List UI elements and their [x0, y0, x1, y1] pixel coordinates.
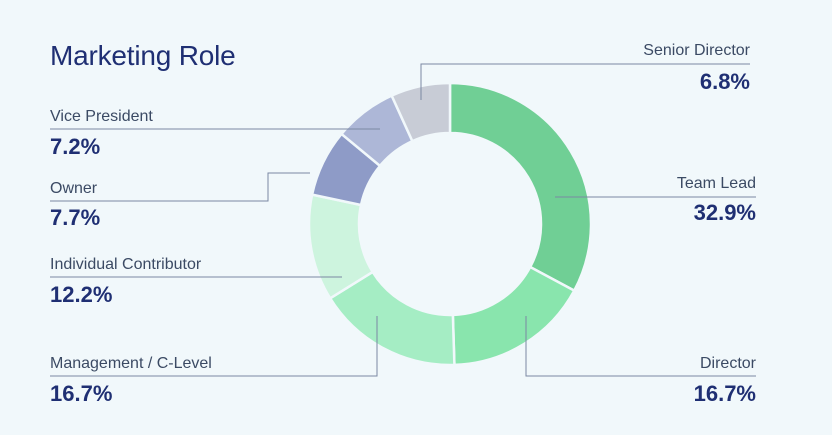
- chart-title: Marketing Role: [50, 40, 236, 71]
- slice-value-team-lead: 32.9%: [694, 200, 756, 225]
- slice-value-individual-contributor: 12.2%: [50, 282, 112, 307]
- slice-label-owner: Owner: [50, 180, 98, 197]
- slice-label-senior-director: Senior Director: [643, 42, 750, 59]
- slice-label-director: Director: [700, 355, 757, 372]
- slice-value-management-c-level: 16.7%: [50, 381, 112, 406]
- slice-value-director: 16.7%: [694, 381, 756, 406]
- leader-line-senior-director: [420, 63, 750, 100]
- slice-label-individual-contributor: Individual Contributor: [50, 256, 202, 273]
- slice-value-vice-president: 7.2%: [50, 134, 100, 159]
- leader-line-director: [525, 316, 756, 377]
- slice-team-lead: [448, 81, 593, 293]
- slice-senior-director: [390, 81, 452, 143]
- slice-label-management-c-level: Management / C-Level: [50, 355, 212, 372]
- slice-director: [451, 265, 576, 367]
- slice-labels: Team Lead 32.9% Director 16.7% Management / …: [50, 42, 757, 406]
- slice-value-owner: 7.7%: [50, 205, 100, 230]
- slice-label-team-lead: Team Lead: [677, 175, 756, 192]
- slice-label-vice-president: Vice President: [50, 108, 153, 125]
- leader-line-management-c-level: [50, 316, 378, 377]
- slice-value-senior-director: 6.8%: [700, 69, 750, 94]
- donut-slices: [307, 81, 593, 367]
- leader-line-owner: [50, 172, 310, 202]
